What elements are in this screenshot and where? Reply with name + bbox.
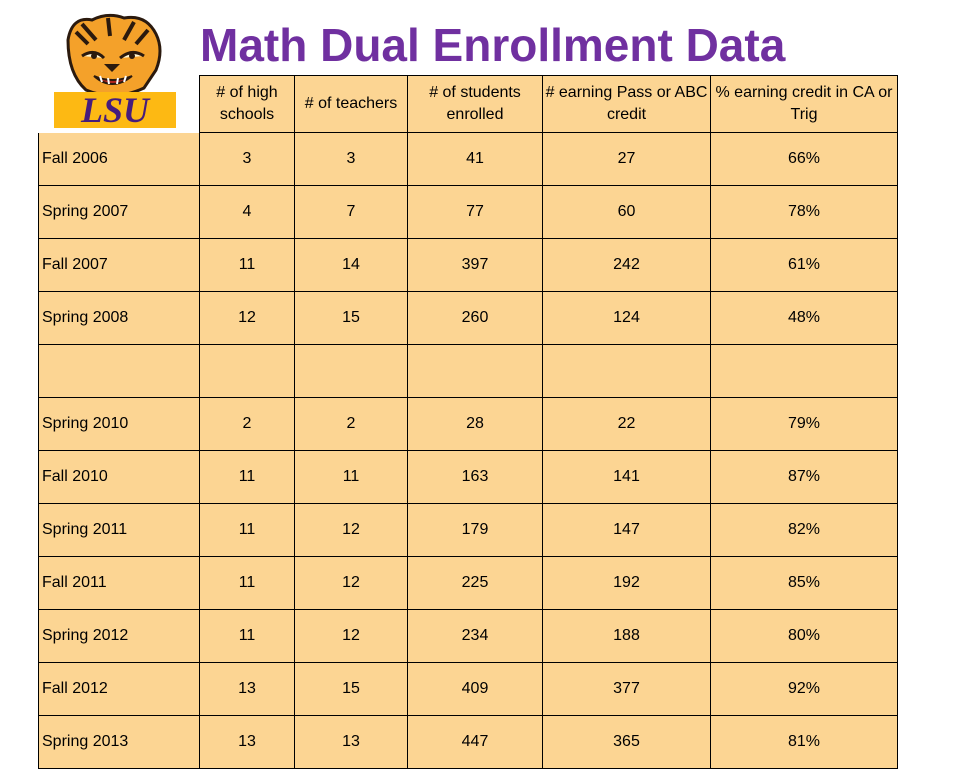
students-enrolled-cell: 447 [407,715,543,769]
teachers-cell [294,344,408,398]
header-students-enrolled: # of students enrolled [407,75,543,133]
period-cell: Fall 2012 [38,662,200,716]
percent-credit-cell: 87% [710,450,898,504]
percent-credit-cell: 48% [710,291,898,345]
earning-credit-cell: 147 [542,503,711,557]
table-row: Fall 2007 11 14 397 242 61% [38,238,898,292]
page-title: Math Dual Enrollment Data [200,19,786,71]
header-percent-credit: % earning credit in CA or Trig [710,75,898,133]
percent-credit-cell: 79% [710,397,898,451]
table-row: Spring 2008 12 15 260 124 48% [38,291,898,345]
percent-credit-cell [710,344,898,398]
teachers-cell: 12 [294,609,408,663]
period-cell: Fall 2007 [38,238,200,292]
students-enrolled-cell: 28 [407,397,543,451]
students-enrolled-cell: 234 [407,609,543,663]
earning-credit-cell: 192 [542,556,711,610]
earning-credit-cell [542,344,711,398]
percent-credit-cell: 82% [710,503,898,557]
earning-credit-cell: 377 [542,662,711,716]
earning-credit-cell: 27 [542,132,711,186]
table-row: Fall 2012 13 15 409 377 92% [38,662,898,716]
students-enrolled-cell: 77 [407,185,543,239]
students-enrolled-cell: 163 [407,450,543,504]
students-enrolled-cell: 41 [407,132,543,186]
table-row [38,344,898,398]
period-cell [38,344,200,398]
header-teachers: # of teachers [294,75,408,133]
high-schools-cell: 13 [199,715,295,769]
teachers-cell: 12 [294,503,408,557]
period-cell: Fall 2011 [38,556,200,610]
table-row: Fall 2006 3 3 41 27 66% [38,132,898,186]
earning-credit-cell: 124 [542,291,711,345]
earning-credit-cell: 22 [542,397,711,451]
high-schools-cell: 13 [199,662,295,716]
table-header-row: # of high schools # of teachers # of stu… [38,75,898,133]
period-cell: Fall 2006 [38,132,200,186]
enrollment-table: # of high schools # of teachers # of stu… [38,75,898,769]
percent-credit-cell: 78% [710,185,898,239]
table-row: Fall 2010 11 11 163 141 87% [38,450,898,504]
teachers-cell: 3 [294,132,408,186]
high-schools-cell [199,344,295,398]
students-enrolled-cell: 409 [407,662,543,716]
teachers-cell: 15 [294,291,408,345]
table-row: Spring 2013 13 13 447 365 81% [38,715,898,769]
high-schools-cell: 11 [199,450,295,504]
earning-credit-cell: 141 [542,450,711,504]
period-cell: Spring 2012 [38,609,200,663]
high-schools-cell: 11 [199,238,295,292]
teachers-cell: 11 [294,450,408,504]
percent-credit-cell: 80% [710,609,898,663]
period-cell: Spring 2008 [38,291,200,345]
earning-credit-cell: 188 [542,609,711,663]
high-schools-cell: 11 [199,609,295,663]
high-schools-cell: 12 [199,291,295,345]
teachers-cell: 15 [294,662,408,716]
high-schools-cell: 4 [199,185,295,239]
teachers-cell: 13 [294,715,408,769]
percent-credit-cell: 81% [710,715,898,769]
period-cell: Spring 2011 [38,503,200,557]
header-cell-empty [38,75,200,133]
table-row: Spring 2011 11 12 179 147 82% [38,503,898,557]
teachers-cell: 2 [294,397,408,451]
percent-credit-cell: 61% [710,238,898,292]
period-cell: Fall 2010 [38,450,200,504]
high-schools-cell: 11 [199,556,295,610]
earning-credit-cell: 60 [542,185,711,239]
table-row: Spring 2010 2 2 28 22 79% [38,397,898,451]
students-enrolled-cell: 260 [407,291,543,345]
teachers-cell: 14 [294,238,408,292]
high-schools-cell: 11 [199,503,295,557]
high-schools-cell: 2 [199,397,295,451]
teachers-cell: 12 [294,556,408,610]
students-enrolled-cell [407,344,543,398]
students-enrolled-cell: 179 [407,503,543,557]
percent-credit-cell: 92% [710,662,898,716]
table-body: Fall 2006 3 3 41 27 66% Spring 2007 4 7 77 60 78% Fa… [38,132,898,769]
percent-credit-cell: 85% [710,556,898,610]
students-enrolled-cell: 225 [407,556,543,610]
period-cell: Spring 2010 [38,397,200,451]
table-row: Fall 2011 11 12 225 192 85% [38,556,898,610]
table-row: Spring 2007 4 7 77 60 78% [38,185,898,239]
header-high-schools: # of high schools [199,75,295,133]
period-cell: Spring 2013 [38,715,200,769]
high-schools-cell: 3 [199,132,295,186]
table-row: Spring 2012 11 12 234 188 80% [38,609,898,663]
students-enrolled-cell: 397 [407,238,543,292]
header-earning-credit: # earning Pass or ABC credit [542,75,711,133]
earning-credit-cell: 242 [542,238,711,292]
earning-credit-cell: 365 [542,715,711,769]
teachers-cell: 7 [294,185,408,239]
percent-credit-cell: 66% [710,132,898,186]
period-cell: Spring 2007 [38,185,200,239]
